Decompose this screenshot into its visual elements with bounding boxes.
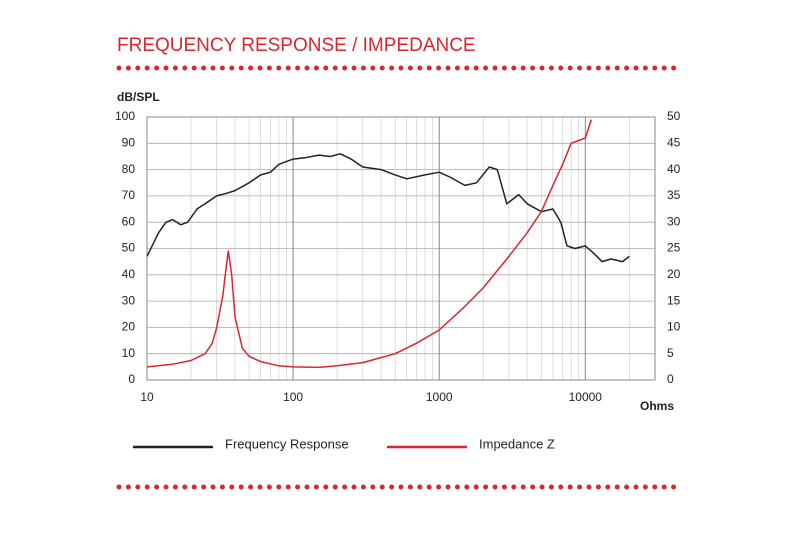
y2-tick-label: 30 bbox=[667, 214, 681, 228]
y2-tick-label: 10 bbox=[667, 320, 681, 334]
y-tick-label: 80 bbox=[122, 162, 136, 176]
y-tick-label: 10 bbox=[122, 346, 136, 360]
chart-title: FREQUENCY RESPONSE / IMPEDANCE bbox=[117, 35, 476, 56]
y-axis-label: dB/SPL bbox=[117, 90, 160, 104]
y-tick-label: 40 bbox=[122, 267, 136, 281]
y-tick-label: 30 bbox=[122, 293, 136, 307]
y2-tick-label: 45 bbox=[667, 135, 681, 149]
legend-label: Impedance Z bbox=[479, 436, 555, 451]
legend-label: Frequency Response bbox=[225, 436, 349, 451]
y-tick-label: 50 bbox=[122, 241, 136, 255]
x-tick-label: 1000 bbox=[426, 390, 453, 404]
line-series bbox=[147, 153, 630, 263]
y2-tick-label: 15 bbox=[667, 293, 681, 307]
plot-frame bbox=[146, 116, 656, 381]
x-axis-label: Ohms bbox=[640, 399, 674, 413]
y2-tick-label: 40 bbox=[667, 162, 681, 176]
y-tick-label: 100 bbox=[115, 109, 135, 123]
line-series bbox=[147, 119, 593, 369]
x-tick-label: 10 bbox=[140, 390, 154, 404]
y-tick-label: 20 bbox=[122, 320, 136, 334]
y2-tick-label: 25 bbox=[667, 241, 681, 255]
y2-tick-label: 20 bbox=[667, 267, 681, 281]
y-tick-label: 90 bbox=[122, 135, 136, 149]
y-tick-label: 0 bbox=[128, 372, 135, 386]
y2-tick-label: 35 bbox=[667, 188, 681, 202]
y2-tick-label: 5 bbox=[667, 346, 674, 360]
x-tick-label: 10000 bbox=[569, 390, 603, 404]
y-tick-label: 60 bbox=[122, 214, 136, 228]
y2-tick-label: 0 bbox=[667, 372, 674, 386]
x-tick-label: 100 bbox=[283, 390, 303, 404]
y-tick-label: 70 bbox=[122, 188, 136, 202]
y2-tick-label: 50 bbox=[667, 109, 681, 123]
